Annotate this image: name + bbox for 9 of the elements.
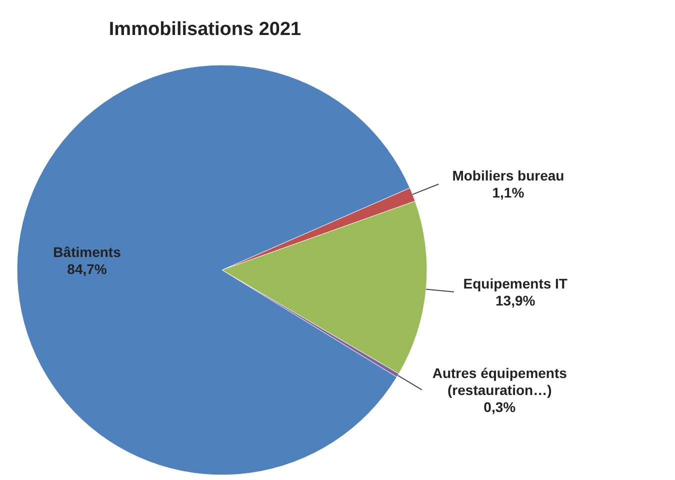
slice-label: Equipements IT bbox=[463, 275, 568, 292]
chart-title: Immobilisations 2021 bbox=[108, 19, 302, 40]
slice-label: Bâtiments bbox=[53, 244, 122, 260]
data-label: 1,1% bbox=[492, 184, 525, 201]
data-label: 84,7% bbox=[67, 261, 108, 278]
data-label: 0,3% bbox=[484, 398, 516, 415]
slice-label: Mobiliers bureau bbox=[452, 168, 564, 184]
data-label: 13,9% bbox=[496, 292, 536, 308]
slice-label: Autres équipements (restauration…) bbox=[432, 364, 568, 398]
